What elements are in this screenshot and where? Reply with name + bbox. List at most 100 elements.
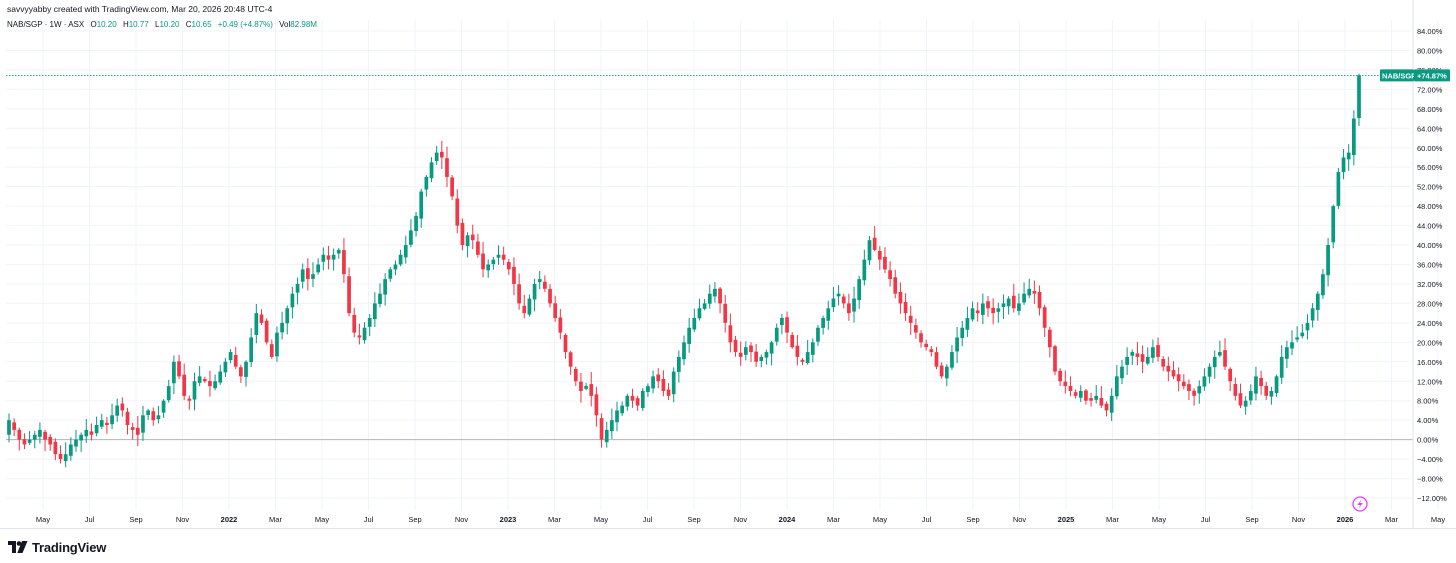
candle[interactable] — [1310, 303, 1315, 328]
candle[interactable] — [1187, 379, 1191, 400]
candle[interactable] — [1099, 386, 1104, 408]
candle[interactable] — [754, 343, 758, 367]
candle[interactable] — [455, 189, 460, 234]
candle[interactable] — [826, 300, 831, 330]
legend-symbol[interactable]: NAB/SGP · 1W · ASX — [7, 20, 85, 29]
candle[interactable] — [867, 236, 872, 266]
candle[interactable] — [213, 374, 217, 391]
candle[interactable] — [1341, 148, 1346, 180]
candle[interactable] — [74, 429, 78, 452]
candle[interactable] — [506, 259, 511, 275]
candle[interactable] — [872, 226, 877, 252]
candle[interactable] — [32, 430, 37, 449]
candle[interactable] — [192, 372, 197, 411]
candle[interactable] — [367, 314, 372, 337]
candle[interactable] — [223, 357, 228, 377]
candle[interactable] — [1114, 365, 1119, 400]
candle[interactable] — [486, 259, 491, 278]
candle[interactable] — [1017, 293, 1021, 316]
candle[interactable] — [249, 328, 254, 368]
candle[interactable] — [187, 395, 192, 410]
candle[interactable] — [1202, 368, 1207, 391]
candle[interactable] — [1171, 361, 1176, 380]
candle[interactable] — [1140, 345, 1145, 374]
candle[interactable] — [821, 315, 825, 335]
candle[interactable] — [785, 311, 789, 344]
candle[interactable] — [790, 332, 795, 349]
candle[interactable] — [398, 249, 403, 267]
candle[interactable] — [43, 429, 47, 452]
candle[interactable] — [594, 386, 599, 427]
candle[interactable] — [1156, 337, 1160, 362]
candle[interactable] — [12, 418, 17, 437]
candle[interactable] — [233, 346, 238, 370]
candle[interactable] — [48, 434, 53, 451]
candle[interactable] — [1274, 374, 1279, 397]
candle[interactable] — [295, 277, 300, 305]
candle[interactable] — [280, 311, 284, 340]
candle[interactable] — [671, 367, 676, 403]
candle[interactable] — [1351, 110, 1356, 166]
candle[interactable] — [512, 257, 516, 296]
candle[interactable] — [527, 294, 532, 317]
candle[interactable] — [445, 146, 449, 187]
candle[interactable] — [919, 330, 923, 348]
candle[interactable] — [264, 318, 269, 345]
candle[interactable] — [115, 398, 120, 422]
candle[interactable] — [573, 366, 578, 386]
candle[interactable] — [218, 364, 223, 385]
candle[interactable] — [424, 175, 429, 197]
candle[interactable] — [347, 267, 351, 317]
candle[interactable] — [702, 298, 707, 311]
candle[interactable] — [259, 309, 264, 326]
candle[interactable] — [620, 401, 625, 417]
candle[interactable] — [331, 248, 336, 271]
candle[interactable] — [1068, 376, 1073, 397]
candle[interactable] — [177, 354, 181, 380]
candle[interactable] — [862, 249, 867, 286]
candle[interactable] — [893, 269, 898, 299]
candle[interactable] — [676, 350, 681, 383]
candle[interactable] — [285, 305, 290, 335]
candle[interactable] — [888, 261, 892, 287]
candle[interactable] — [244, 360, 248, 387]
candle[interactable] — [372, 292, 377, 328]
candle[interactable] — [326, 245, 331, 270]
candle[interactable] — [847, 293, 851, 321]
candle[interactable] — [306, 258, 310, 291]
candle[interactable] — [476, 233, 480, 258]
candle[interactable] — [718, 286, 722, 314]
candle[interactable] — [697, 298, 702, 321]
candle[interactable] — [924, 339, 929, 351]
candle[interactable] — [944, 364, 949, 387]
candle[interactable] — [522, 294, 527, 319]
candle[interactable] — [58, 445, 63, 464]
candle[interactable] — [883, 247, 887, 274]
candle[interactable] — [269, 339, 274, 359]
candle[interactable] — [728, 313, 733, 353]
candle[interactable] — [774, 323, 779, 346]
candle[interactable] — [1022, 282, 1026, 305]
candle[interactable] — [914, 318, 918, 339]
candle[interactable] — [491, 256, 496, 270]
candle[interactable] — [146, 408, 150, 420]
candle[interactable] — [1181, 374, 1186, 390]
candle[interactable] — [687, 317, 692, 353]
candle[interactable] — [434, 145, 439, 165]
candle[interactable] — [800, 358, 805, 366]
candle[interactable] — [610, 408, 614, 439]
lightning-icon[interactable] — [1352, 496, 1368, 512]
candle[interactable] — [908, 305, 913, 335]
candle[interactable] — [357, 323, 362, 345]
candle[interactable] — [409, 219, 413, 248]
candle[interactable] — [1027, 278, 1032, 299]
candle[interactable] — [1233, 377, 1238, 401]
candle[interactable] — [1295, 326, 1300, 343]
candle[interactable] — [707, 284, 712, 309]
candle[interactable] — [898, 282, 903, 314]
candle[interactable] — [419, 188, 424, 228]
candle[interactable] — [316, 258, 321, 275]
candle[interactable] — [666, 383, 671, 400]
candle[interactable] — [692, 308, 697, 333]
candle[interactable] — [852, 286, 856, 323]
